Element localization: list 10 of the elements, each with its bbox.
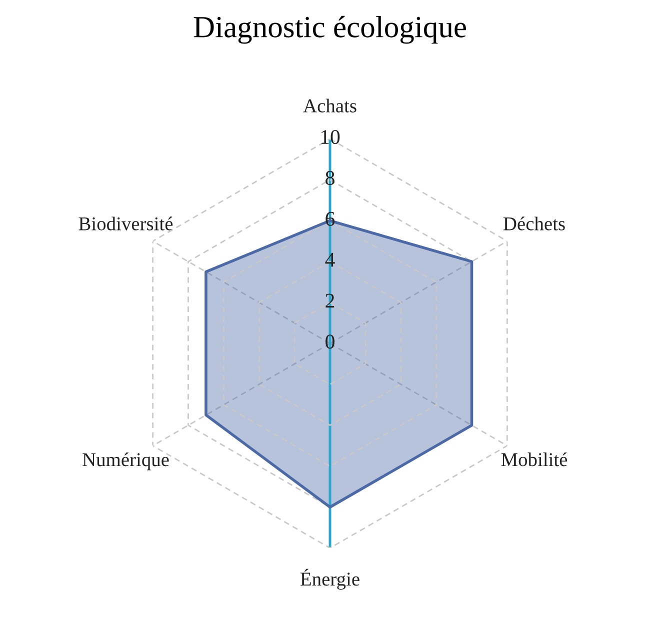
spoke-label: Déchets [503,216,565,230]
y-tick-label: 4 [325,252,335,267]
spoke-label: Achats [303,98,356,112]
spoke-label: Énergie [300,568,360,590]
spoke-label: Mobilité [501,452,568,466]
y-tick-label: 10 [321,130,340,144]
y-tick-label: 2 [326,294,334,308]
spoke-label: Biodiversité [78,216,173,230]
spoke-label: Numérique [82,452,169,470]
chart-title: Diagnostic écologique [194,16,466,44]
